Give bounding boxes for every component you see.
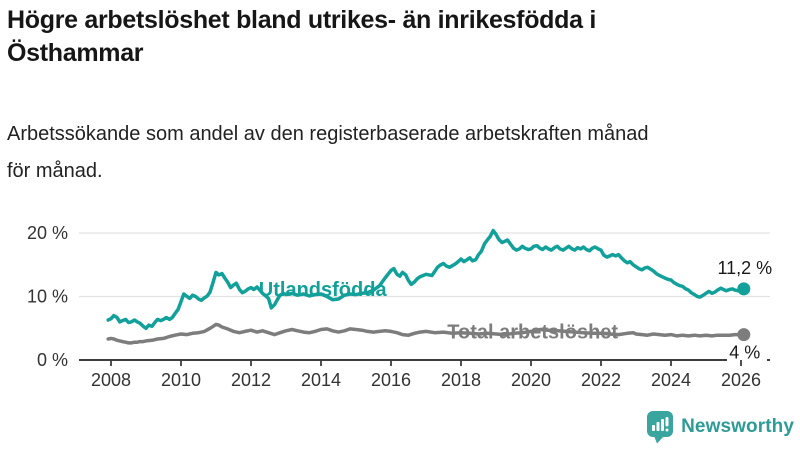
series-line-total-arbetsloshet	[106, 322, 746, 345]
page-title-line-2: Östhammar	[7, 39, 144, 67]
newsworthy-wordmark: Newsworthy	[681, 416, 794, 437]
series-line-utlandsfodda	[106, 228, 746, 331]
page-subtitle-line-1: Arbetssökande som andel av den registerb…	[7, 123, 649, 145]
page-subtitle-line-2: för månad.	[7, 160, 103, 182]
series-label-total-arbetsloshet: Total arbetslöshet	[447, 322, 618, 344]
x-tick-label-2010: 2010	[161, 370, 201, 390]
x-tick-label-2020: 2020	[511, 370, 551, 390]
page-subtitle: Arbetssökande som andel av den registerb…	[7, 116, 799, 190]
bar-chart-speech-bubble-icon	[647, 411, 674, 444]
y-tick-label-10: 10 %	[27, 287, 68, 307]
x-tick-label-2014: 2014	[301, 370, 341, 390]
x-tick-label-2016: 2016	[371, 370, 411, 390]
y-tick-label-0: 0 %	[37, 350, 68, 370]
x-tick-label-2012: 2012	[231, 370, 271, 390]
end-label-mask	[727, 343, 767, 362]
y-tick-label-20: 20 %	[27, 223, 68, 243]
newsworthy-logo[interactable]: Newsworthy	[646, 408, 794, 446]
end-value-label-utlandsfodda: 11,2 %	[717, 258, 772, 278]
series-label-utlandsfodda: Utlandsfödda	[259, 279, 388, 301]
x-tick-label-2024: 2024	[651, 370, 691, 390]
series-end-dot-utlandsfodda	[737, 282, 751, 296]
page-title: Högre arbetslöshet bland utrikes- än inr…	[7, 4, 793, 70]
end-value-label-total-arbetsloshet: 4 %	[729, 343, 760, 363]
x-tick-label-2022: 2022	[581, 370, 621, 390]
x-tick-label-2018: 2018	[441, 370, 481, 390]
x-tick-label-2008: 2008	[91, 370, 131, 390]
x-tick-label-2026: 2026	[721, 370, 761, 390]
series-end-dot-total-arbetsloshet	[737, 328, 751, 342]
page-title-line-1: Högre arbetslöshet bland utrikes- än inr…	[7, 6, 596, 34]
